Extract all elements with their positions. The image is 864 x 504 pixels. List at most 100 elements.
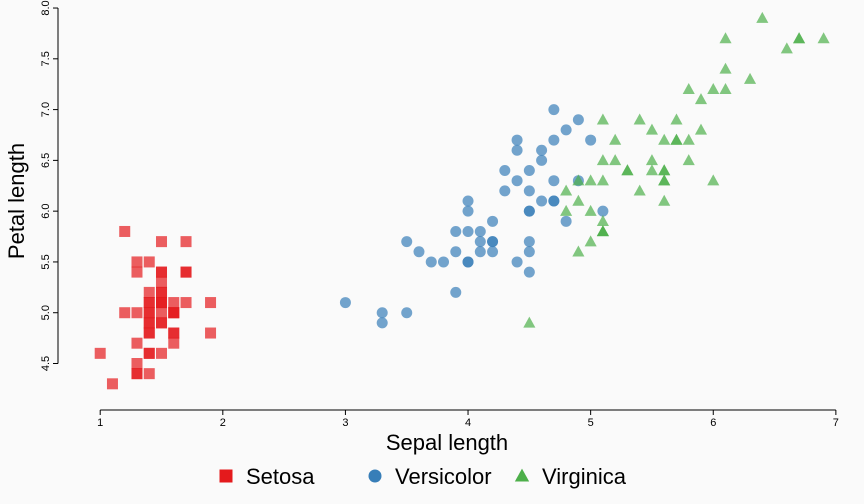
y-tick-label: 5.0 — [40, 305, 52, 320]
point-setosa — [168, 297, 180, 309]
point-setosa — [131, 307, 143, 319]
point-setosa — [131, 337, 143, 349]
point-setosa — [180, 266, 192, 278]
point-virginica — [670, 133, 683, 145]
point-virginica — [658, 194, 671, 206]
x-tick-label: 7 — [833, 417, 839, 429]
point-setosa — [143, 347, 155, 359]
x-tick-label: 4 — [465, 417, 471, 429]
point-versicolor — [401, 236, 413, 248]
point-setosa — [143, 327, 155, 339]
point-versicolor — [548, 104, 560, 116]
point-virginica — [523, 316, 536, 328]
point-virginica — [658, 133, 671, 145]
point-setosa — [156, 236, 168, 248]
point-versicolor — [401, 307, 413, 319]
point-versicolor — [523, 246, 535, 258]
point-versicolor — [462, 195, 474, 207]
y-tick-label: 5.5 — [40, 254, 52, 269]
point-virginica — [596, 113, 609, 125]
point-virginica — [694, 93, 708, 105]
point-setosa — [143, 256, 155, 268]
point-setosa — [156, 276, 168, 288]
point-virginica — [633, 184, 646, 196]
point-setosa — [143, 368, 155, 380]
point-virginica — [596, 225, 609, 237]
point-versicolor — [560, 124, 572, 136]
point-versicolor — [462, 225, 474, 237]
point-virginica — [596, 174, 609, 186]
point-versicolor — [474, 246, 486, 258]
y-tick-label: 8.0 — [40, 0, 52, 15]
point-virginica — [645, 123, 659, 135]
point-versicolor — [376, 307, 388, 319]
point-virginica — [756, 11, 769, 23]
point-versicolor — [450, 225, 462, 237]
point-virginica — [596, 215, 609, 227]
point-versicolor — [548, 195, 560, 207]
legend-label-setosa: Setosa — [246, 464, 315, 489]
point-versicolor — [585, 134, 597, 146]
point-setosa — [156, 266, 168, 278]
point-virginica — [633, 113, 646, 125]
point-virginica — [572, 245, 585, 257]
point-setosa — [106, 378, 118, 390]
point-setosa — [168, 327, 180, 339]
point-versicolor — [450, 286, 462, 298]
point-versicolor — [511, 144, 523, 156]
point-setosa — [156, 286, 168, 298]
point-virginica — [596, 154, 609, 166]
point-setosa — [143, 286, 155, 298]
point-versicolor — [536, 154, 548, 166]
point-virginica — [719, 62, 732, 74]
point-versicolor — [523, 185, 535, 197]
point-virginica — [682, 133, 695, 145]
point-virginica — [621, 164, 634, 176]
point-virginica — [682, 154, 695, 166]
point-virginica — [719, 83, 732, 94]
point-versicolor — [474, 236, 486, 248]
point-virginica — [609, 133, 622, 145]
point-virginica — [584, 235, 597, 247]
point-setosa — [205, 327, 217, 339]
point-versicolor — [499, 185, 511, 197]
point-setosa — [156, 307, 168, 319]
point-setosa — [143, 307, 155, 319]
point-setosa — [94, 347, 106, 359]
point-setosa — [168, 337, 180, 349]
point-setosa — [205, 297, 217, 309]
x-tick-label: 6 — [710, 417, 716, 429]
point-virginica — [584, 174, 597, 186]
point-setosa — [131, 256, 143, 268]
point-setosa — [143, 317, 155, 329]
legend-item-virginica: Virginica — [514, 464, 627, 489]
y-axis: 4.5 5.0 5.5 6.0 6.5 7.0 7.5 8.0 — [40, 0, 59, 371]
point-versicolor — [462, 205, 474, 217]
point-versicolor — [560, 215, 572, 227]
point-virginica — [645, 164, 659, 176]
point-virginica — [658, 164, 671, 176]
point-versicolor — [376, 317, 388, 329]
point-versicolor — [511, 134, 523, 146]
point-versicolor — [523, 205, 535, 217]
point-virginica — [707, 83, 720, 94]
point-versicolor — [523, 236, 535, 248]
point-versicolor — [511, 175, 523, 187]
point-versicolor — [597, 205, 609, 217]
point-versicolor — [536, 195, 548, 207]
x-tick-label: 1 — [97, 417, 103, 429]
y-tick-label: 4.5 — [40, 356, 52, 371]
x-axis: 1 2 3 4 5 6 7 — [97, 409, 839, 429]
x-tick-label: 3 — [342, 417, 348, 429]
legend-marker-virginica — [514, 468, 530, 482]
point-setosa — [180, 297, 192, 309]
point-versicolor — [474, 225, 486, 237]
point-virginica — [584, 204, 597, 216]
legend-item-setosa: Setosa — [219, 464, 315, 489]
point-setosa — [131, 358, 143, 369]
point-versicolor — [487, 246, 499, 258]
point-virginica — [609, 154, 622, 166]
point-setosa — [156, 297, 168, 309]
legend: Setosa Versicolor Virginica — [219, 464, 627, 489]
